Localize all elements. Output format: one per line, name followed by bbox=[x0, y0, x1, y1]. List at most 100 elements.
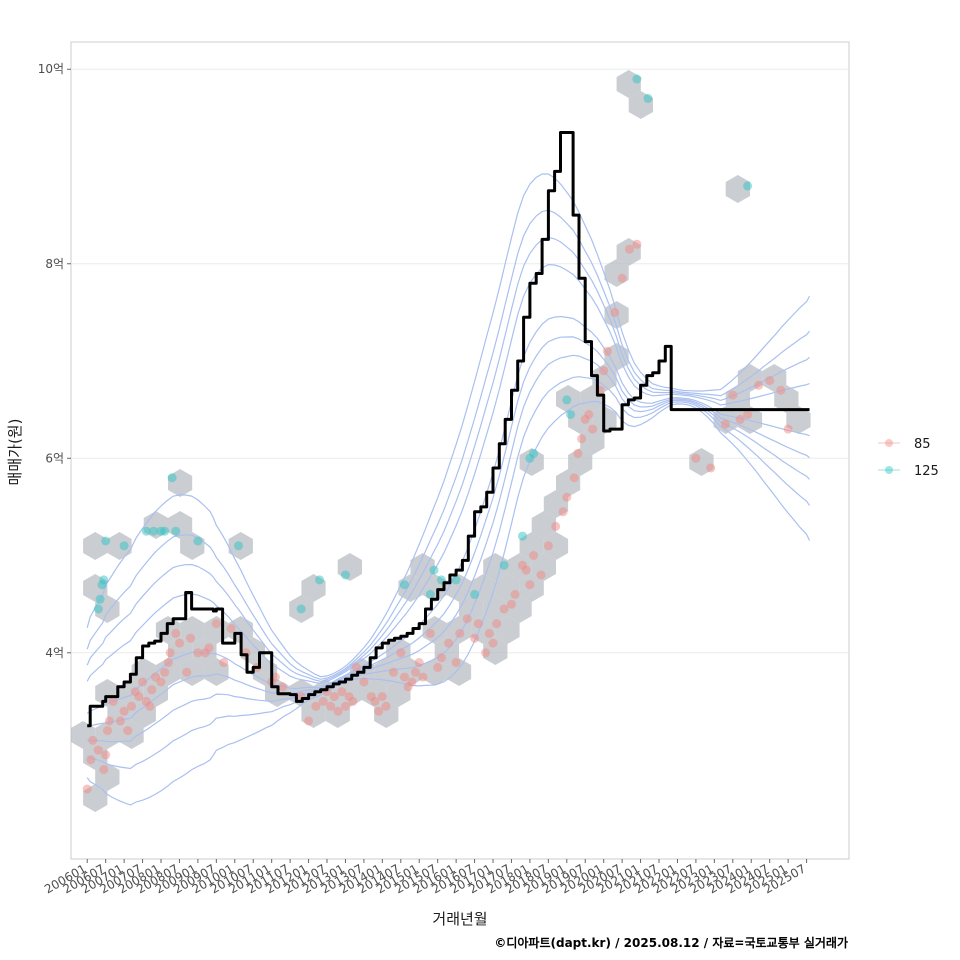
hexbin-cell bbox=[495, 616, 520, 644]
point-series-85 bbox=[134, 692, 144, 702]
density-contour bbox=[86, 173, 811, 678]
point-series-125 bbox=[193, 536, 203, 546]
point-series-125 bbox=[95, 594, 105, 604]
y-tick-label: 10억 bbox=[38, 62, 64, 76]
point-series-85 bbox=[551, 521, 561, 531]
point-series-85 bbox=[617, 273, 627, 283]
legend-item-85: 85 bbox=[878, 437, 931, 452]
point-series-125 bbox=[643, 93, 653, 103]
point-series-85 bbox=[165, 648, 175, 658]
point-series-85 bbox=[400, 672, 409, 682]
y-tick-label: 6억 bbox=[45, 451, 64, 465]
point-series-85 bbox=[175, 638, 184, 648]
hexbin-cell bbox=[725, 175, 750, 203]
point-series-85 bbox=[521, 565, 531, 575]
point-series-85 bbox=[156, 677, 166, 687]
point-series-85 bbox=[381, 701, 391, 711]
point-series-85 bbox=[735, 414, 745, 424]
point-series-85 bbox=[569, 473, 579, 483]
density-contour bbox=[86, 263, 810, 684]
point-series-85 bbox=[473, 619, 483, 629]
density-contour bbox=[86, 400, 811, 806]
point-series-125 bbox=[470, 589, 480, 599]
point-series-125 bbox=[743, 181, 753, 191]
hexbin-cell bbox=[107, 532, 132, 560]
point-series-85 bbox=[171, 628, 181, 638]
density-contour bbox=[86, 209, 810, 680]
point-series-125 bbox=[93, 604, 103, 614]
point-series-125 bbox=[632, 74, 642, 84]
point-series-85 bbox=[492, 619, 502, 629]
point-series-125 bbox=[167, 473, 177, 483]
point-series-85 bbox=[219, 658, 229, 667]
point-series-85 bbox=[145, 701, 155, 711]
point-series-85 bbox=[359, 677, 369, 687]
legend-key-dot-125 bbox=[885, 466, 893, 474]
hexbin-cell bbox=[531, 511, 556, 539]
hexbin-cell bbox=[410, 553, 435, 581]
point-series-85 bbox=[588, 424, 598, 434]
plot-panel-border bbox=[70, 41, 850, 860]
point-series-85 bbox=[720, 419, 730, 429]
point-series-85 bbox=[160, 667, 170, 677]
point-series-85 bbox=[632, 239, 642, 249]
point-series-85 bbox=[584, 410, 594, 419]
point-series-85 bbox=[728, 390, 738, 400]
point-series-125 bbox=[315, 575, 325, 585]
point-series-85 bbox=[337, 687, 347, 697]
plot-panel bbox=[70, 41, 850, 860]
point-series-85 bbox=[115, 716, 125, 726]
point-series-85 bbox=[326, 701, 336, 711]
point-series-85 bbox=[93, 745, 103, 755]
hexbin-cell bbox=[580, 427, 605, 455]
point-series-85 bbox=[470, 633, 480, 643]
point-series-85 bbox=[577, 434, 587, 444]
density-contours bbox=[86, 173, 811, 806]
point-series-85 bbox=[370, 696, 380, 706]
y-axis-title: 매매가(원) bbox=[6, 419, 24, 486]
scatter-points bbox=[82, 74, 793, 794]
point-series-85 bbox=[529, 551, 539, 560]
point-series-125 bbox=[341, 570, 350, 580]
point-series-85 bbox=[86, 755, 96, 765]
legend: 85 125 bbox=[878, 437, 939, 479]
point-series-85 bbox=[278, 682, 288, 692]
density-contour bbox=[87, 354, 810, 743]
point-series-85 bbox=[138, 677, 148, 687]
point-series-125 bbox=[562, 395, 572, 405]
point-series-85 bbox=[625, 244, 634, 254]
point-series-85 bbox=[127, 701, 136, 711]
point-series-125 bbox=[566, 410, 575, 419]
hexbin-cell bbox=[543, 532, 569, 560]
point-series-85 bbox=[484, 628, 494, 638]
point-series-85 bbox=[407, 677, 417, 687]
legend-label-85: 85 bbox=[914, 437, 931, 452]
point-series-85 bbox=[451, 658, 461, 667]
point-series-85 bbox=[610, 307, 620, 317]
point-series-85 bbox=[754, 380, 764, 390]
legend-label-125: 125 bbox=[914, 464, 939, 479]
point-series-85 bbox=[425, 628, 435, 638]
point-series-125 bbox=[234, 541, 243, 551]
point-series-85 bbox=[481, 648, 491, 658]
point-series-85 bbox=[455, 628, 465, 638]
point-series-85 bbox=[783, 424, 793, 434]
point-series-85 bbox=[536, 570, 546, 580]
point-series-125 bbox=[400, 580, 409, 590]
point-series-125 bbox=[518, 531, 527, 541]
point-series-85 bbox=[706, 463, 716, 473]
x-axis-title: 거래년월 bbox=[432, 910, 487, 928]
point-series-85 bbox=[602, 346, 612, 356]
hexbin-cell bbox=[83, 532, 108, 560]
point-series-125 bbox=[99, 575, 109, 585]
point-series-85 bbox=[743, 410, 753, 419]
point-series-125 bbox=[119, 541, 129, 551]
point-series-125 bbox=[499, 560, 509, 570]
point-series-125 bbox=[101, 536, 111, 546]
point-series-85 bbox=[82, 784, 92, 794]
point-series-85 bbox=[765, 376, 775, 385]
trend-line bbox=[87, 131, 810, 728]
point-series-85 bbox=[329, 692, 339, 702]
y-tick-label: 8억 bbox=[45, 257, 64, 271]
point-series-85 bbox=[573, 448, 583, 458]
